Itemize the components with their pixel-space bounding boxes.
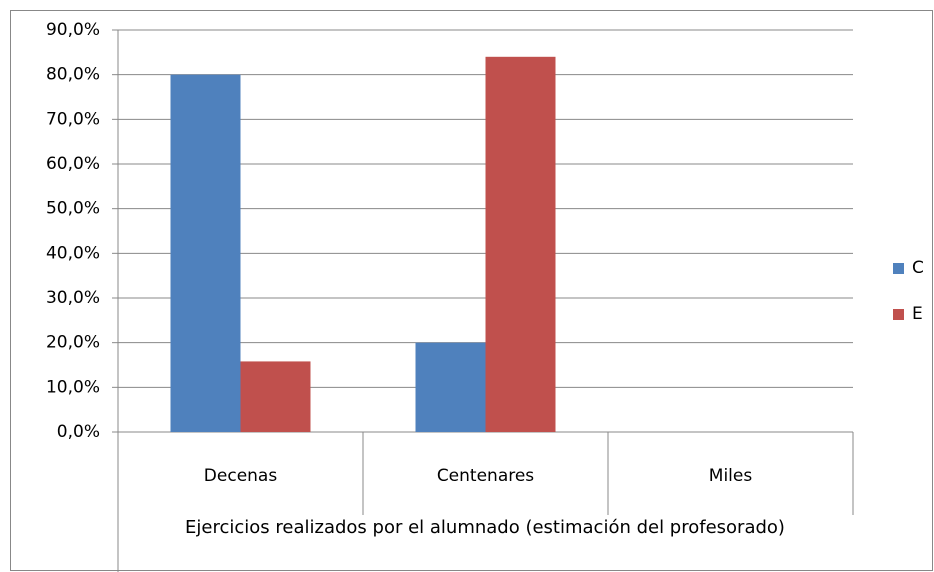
legend-label: C (912, 258, 924, 278)
bar (170, 74, 241, 433)
y-tick-label: 80,0% (46, 65, 100, 85)
y-tick-label: 90,0% (46, 20, 100, 40)
y-tick-label: 70,0% (46, 109, 100, 129)
legend-swatch (893, 263, 904, 274)
x-tick-label: Miles (709, 466, 753, 486)
y-tick-label: 10,0% (46, 377, 100, 397)
x-axis-title: Ejercicios realizados por el alumnado (e… (185, 517, 785, 538)
bar (485, 56, 556, 433)
x-axis-title-box: Ejercicios realizados por el alumnado (e… (185, 517, 785, 538)
bar (415, 342, 486, 432)
y-tick-label: 60,0% (46, 154, 100, 174)
legend-label: E (912, 304, 923, 324)
y-tick-label: 50,0% (46, 199, 100, 219)
x-tick-label: Decenas (204, 466, 278, 486)
x-tick-label: Centenares (437, 466, 534, 486)
y-tick-label: 30,0% (46, 288, 100, 308)
y-tick-label: 40,0% (46, 243, 100, 263)
y-tick-label: 20,0% (46, 333, 100, 353)
chart-border (10, 10, 933, 571)
bar (240, 361, 311, 432)
y-tick-label: 0,0% (57, 422, 100, 442)
legend-swatch (893, 309, 904, 320)
